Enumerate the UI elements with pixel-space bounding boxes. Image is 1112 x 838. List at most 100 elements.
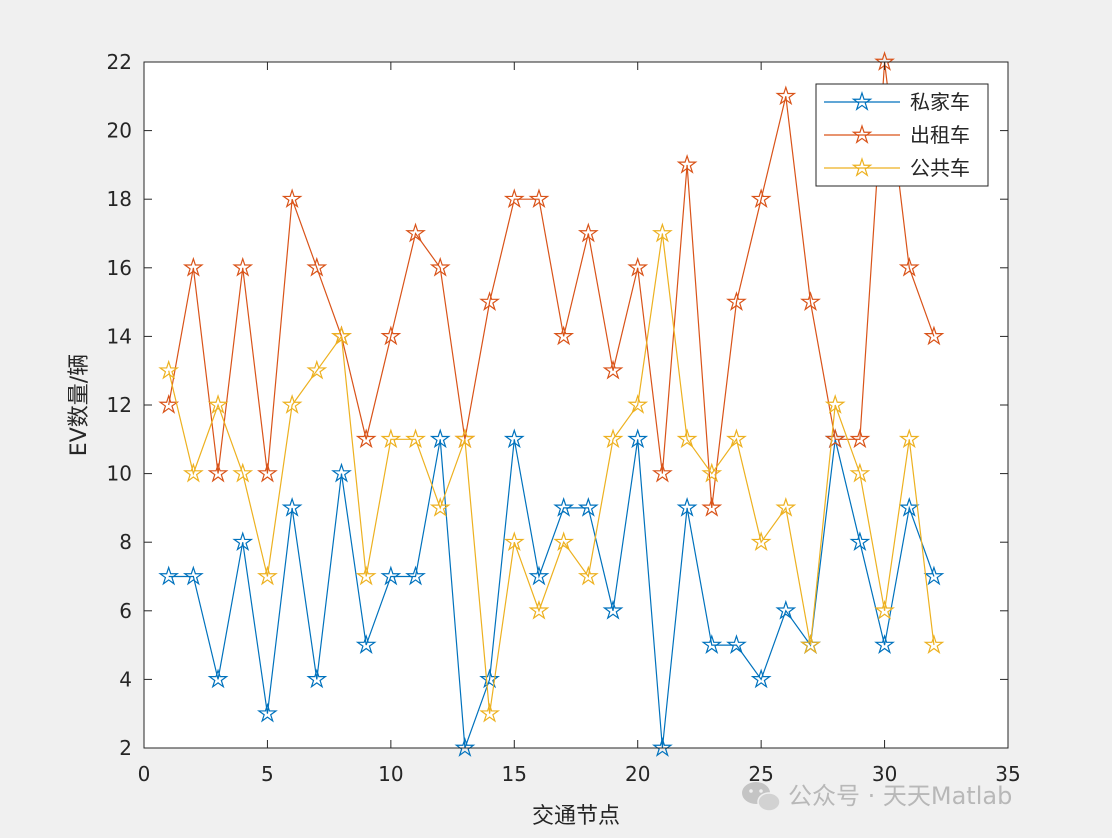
data-point — [750, 668, 772, 689]
x-tick-label: 0 — [138, 762, 151, 786]
legend-marker — [851, 157, 873, 177]
data-point — [528, 188, 550, 209]
data-point — [923, 634, 945, 654]
series-line — [168, 439, 935, 749]
data-point — [182, 256, 204, 277]
legend-item: 私家车 — [824, 90, 970, 114]
data-point — [898, 256, 920, 277]
data-point — [479, 702, 501, 723]
data-point — [602, 428, 624, 449]
data-point — [528, 565, 550, 586]
x-tick-label: 25 — [748, 762, 773, 786]
data-point — [701, 462, 723, 483]
data-point — [207, 462, 229, 483]
data-point — [651, 462, 673, 483]
x-tick-label: 10 — [378, 762, 403, 786]
data-point — [651, 222, 673, 243]
data-point — [701, 634, 723, 654]
data-point — [577, 222, 599, 243]
data-point — [158, 359, 180, 380]
data-point — [824, 394, 846, 414]
data-point — [676, 153, 698, 174]
data-point — [232, 256, 254, 277]
x-tick-label: 5 — [261, 762, 274, 786]
data-point — [405, 222, 426, 243]
data-point — [726, 291, 747, 311]
data-point — [726, 428, 747, 449]
watermark: 公众号 · 天天Matlab — [742, 782, 1012, 812]
data-point — [454, 428, 476, 449]
y-tick-label: 12 — [107, 393, 132, 417]
legend-label: 公共车 — [910, 156, 970, 180]
data-point — [207, 394, 229, 414]
data-point — [849, 531, 871, 552]
data-point — [207, 668, 229, 689]
data-point — [602, 599, 624, 620]
data-point — [182, 462, 204, 483]
x-axis-label: 交通节点 — [532, 804, 620, 829]
series-1 — [158, 428, 945, 757]
data-point — [824, 428, 846, 449]
y-axis-label: EV数量/辆 — [67, 354, 92, 456]
data-point — [923, 565, 945, 586]
y-tick-label: 2 — [119, 736, 132, 760]
ticks-layer: 0 5 10 15 20 25 30 35 2 4 6 8 10 12 14 16 18 20 22 — [107, 50, 1021, 786]
data-point — [676, 496, 698, 517]
wechat-icon — [742, 782, 781, 812]
data-point — [257, 462, 278, 483]
legend-label: 出租车 — [910, 123, 970, 147]
data-point — [898, 496, 920, 517]
data-point — [405, 428, 426, 449]
legend-label: 私家车 — [910, 90, 970, 114]
data-point — [923, 325, 945, 346]
y-tick-label: 6 — [119, 599, 132, 623]
data-point — [553, 531, 575, 552]
y-tick-label: 8 — [119, 530, 132, 554]
data-point — [775, 599, 797, 620]
y-tick-label: 20 — [107, 119, 132, 143]
data-point — [281, 496, 303, 517]
data-point — [429, 428, 451, 449]
data-point — [281, 394, 303, 414]
data-point — [503, 428, 525, 449]
data-point — [306, 359, 328, 380]
data-point — [429, 496, 451, 517]
data-point — [849, 428, 871, 449]
data-point — [454, 737, 476, 757]
data-point — [479, 668, 501, 689]
data-point — [627, 394, 649, 414]
y-tick-label: 4 — [119, 667, 132, 691]
data-point — [380, 325, 402, 346]
data-point — [577, 496, 599, 517]
data-point — [775, 496, 797, 517]
data-point — [800, 634, 821, 654]
data-point — [750, 188, 772, 209]
x-tick-label: 35 — [995, 762, 1020, 786]
data-point — [429, 256, 451, 277]
data-point — [726, 634, 747, 654]
watermark-text: 公众号 · 天天Matlab — [788, 782, 1012, 810]
y-tick-label: 10 — [107, 462, 132, 486]
data-point — [380, 428, 402, 449]
data-point — [898, 428, 920, 449]
x-tick-label: 15 — [502, 762, 527, 786]
data-point — [503, 188, 525, 209]
data-point — [355, 565, 377, 586]
data-point — [306, 256, 328, 277]
data-point — [874, 599, 895, 620]
data-point — [158, 565, 180, 586]
data-point — [503, 531, 525, 552]
data-point — [158, 394, 180, 414]
legend-item: 公共车 — [824, 156, 970, 180]
series-layer — [158, 51, 945, 757]
y-tick-label: 14 — [107, 324, 132, 348]
y-tick-label: 16 — [107, 256, 132, 280]
x-tick-label: 30 — [872, 762, 897, 786]
data-point — [775, 85, 797, 106]
legend-item: 出租车 — [824, 123, 970, 147]
data-point — [553, 325, 575, 346]
data-point — [331, 325, 352, 346]
data-point — [528, 599, 550, 620]
data-point — [750, 531, 772, 552]
